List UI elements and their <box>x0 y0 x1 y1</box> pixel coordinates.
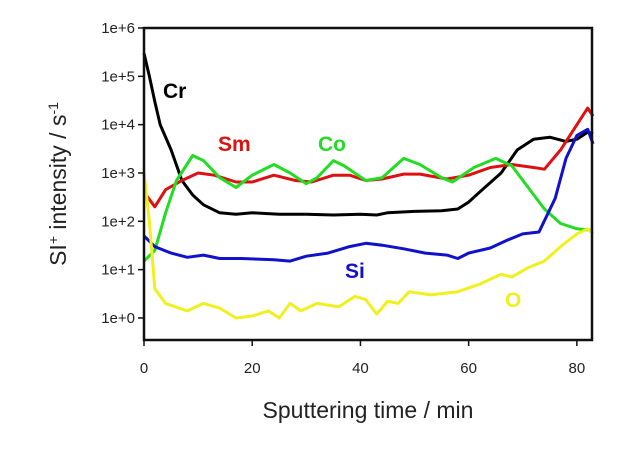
x-tick-label: 40 <box>352 360 369 377</box>
series-layer <box>142 52 595 320</box>
y-tick-label: 1e+3 <box>101 165 135 182</box>
y-tick-label: 1e+2 <box>101 213 135 230</box>
y-tick-label: 1e+5 <box>101 68 135 85</box>
y-tick-label: 1e+1 <box>101 262 135 279</box>
series-line-o <box>142 172 595 320</box>
series-line-cr <box>142 52 594 217</box>
series-line-si <box>142 127 595 263</box>
series-label-cr: Cr <box>163 80 186 103</box>
series-line-sm <box>142 106 595 209</box>
plot-frame <box>142 26 594 342</box>
x-tick-label: 20 <box>244 360 261 377</box>
y-tick-label: 1e+0 <box>101 310 135 327</box>
x-axis-title: Sputtering time / min <box>263 397 474 423</box>
series-line-co <box>142 154 594 263</box>
series-label-sm: Sm <box>218 133 251 156</box>
series-label-o: O <box>505 289 521 312</box>
ticks-layer: 1e+6 1e+5 1e+4 1e+3 1e+2 1e+1 1e+0 0 20 40 60 80 <box>101 20 585 377</box>
x-tick-label: 0 <box>140 360 148 377</box>
y-tick-label: 1e+4 <box>101 117 135 134</box>
x-tick-label: 80 <box>569 360 586 377</box>
annotations-layer: Cr Sm Co Si O <box>163 80 521 312</box>
y-axis-title: SI+ intensity / s-1 <box>45 102 71 266</box>
series-label-si: Si <box>345 260 365 283</box>
y-tick-label: 1e+6 <box>101 20 135 37</box>
series-label-co: Co <box>318 133 346 156</box>
x-tick-label: 60 <box>460 360 477 377</box>
